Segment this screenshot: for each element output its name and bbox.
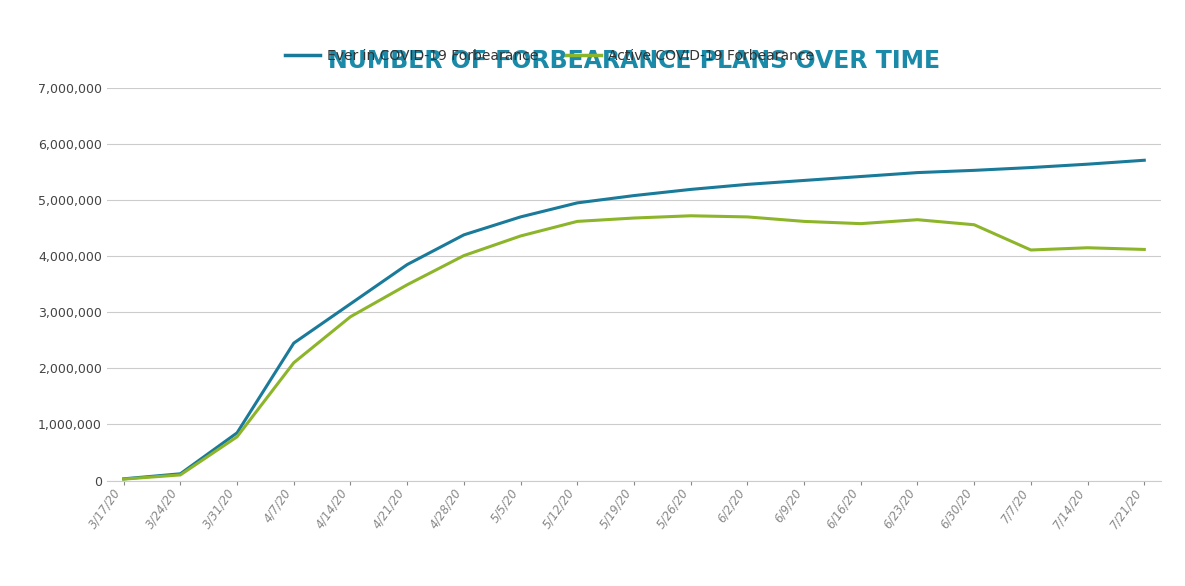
Title: NUMBER OF FORBEARANCE PLANS OVER TIME: NUMBER OF FORBEARANCE PLANS OVER TIME xyxy=(328,49,940,73)
Legend: Ever in COVID-19 Forbearance, Active COVID-19 Forbearance: Ever in COVID-19 Forbearance, Active COV… xyxy=(280,44,819,69)
